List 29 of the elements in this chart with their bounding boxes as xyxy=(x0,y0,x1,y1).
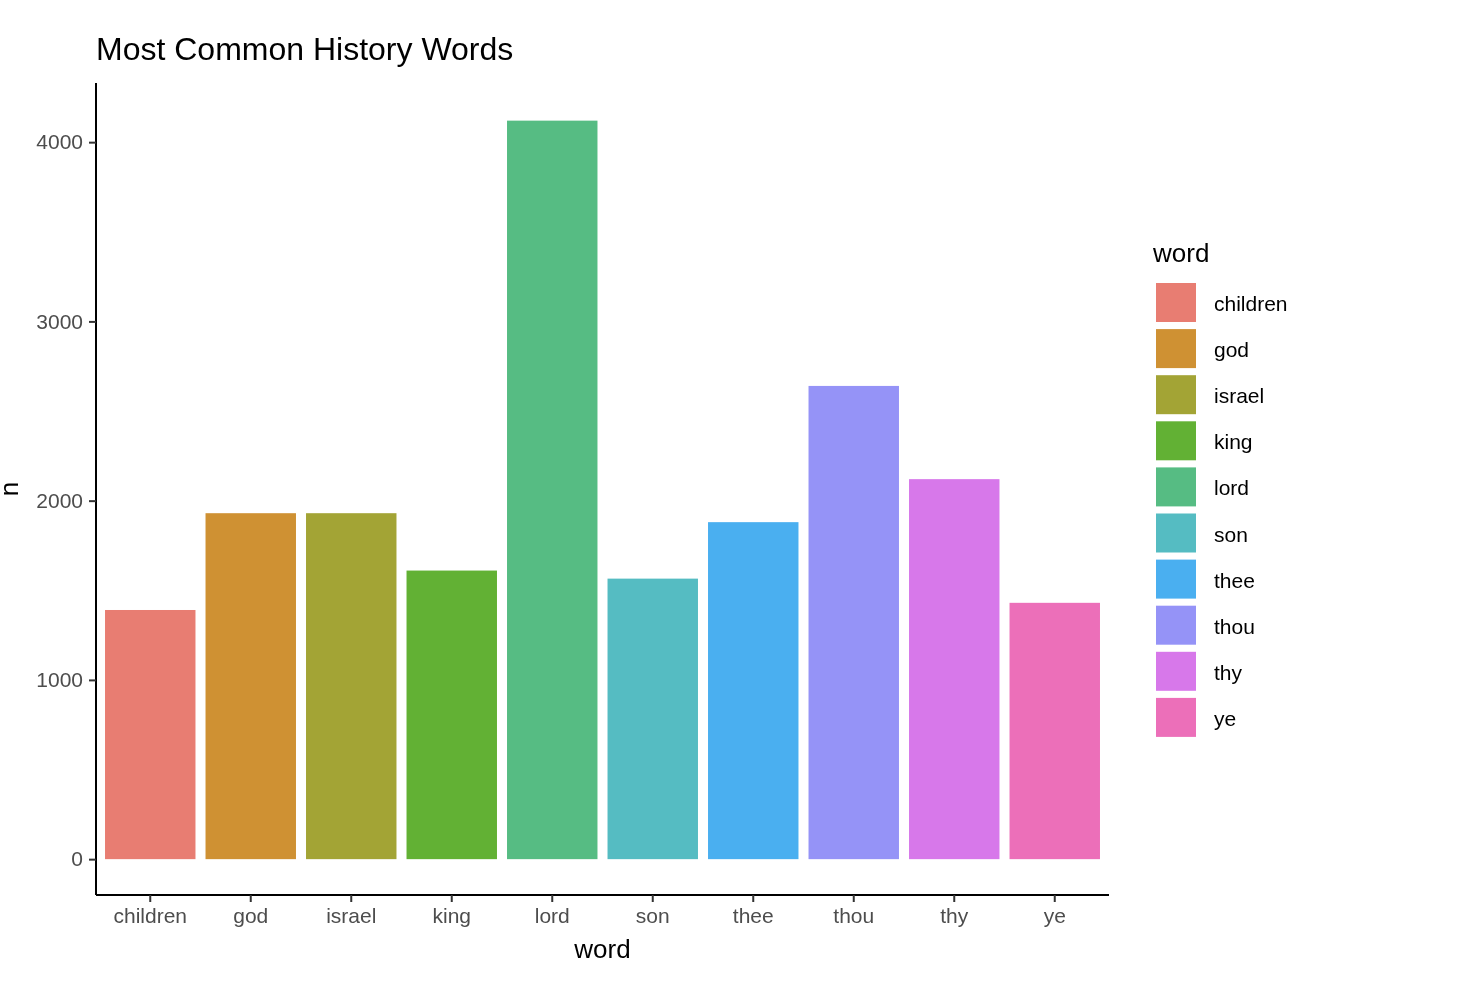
x-tick-label: children xyxy=(113,903,188,927)
legend-label: children xyxy=(1214,292,1288,315)
x-tick-label: thou xyxy=(833,903,875,927)
legend-label: lord xyxy=(1214,476,1250,500)
y-axis-title: n xyxy=(0,481,24,497)
legend-label: israel xyxy=(1214,384,1265,408)
chart-title: Most Common History Words xyxy=(96,31,514,67)
legend-label: king xyxy=(1214,430,1253,454)
x-tick-label: thy xyxy=(940,903,969,927)
x-tick-label: god xyxy=(233,903,269,927)
x-tick-label: israel xyxy=(326,903,377,927)
x-tick-label: king xyxy=(432,903,472,927)
y-tick-label: 2000 xyxy=(36,488,83,512)
x-tick-label: ye xyxy=(1043,903,1066,927)
y-tick-label: 3000 xyxy=(36,309,83,333)
legend-label: thee xyxy=(1214,568,1255,592)
legend-label: son xyxy=(1214,522,1248,546)
x-tick-label: thee xyxy=(732,903,774,927)
x-tick-label: lord xyxy=(534,903,570,927)
legend-label: ye xyxy=(1214,706,1237,730)
y-tick-label: 1000 xyxy=(36,668,83,692)
legend-label: god xyxy=(1214,338,1250,362)
y-tick-label: 4000 xyxy=(36,130,83,154)
legend-label: thou xyxy=(1214,614,1255,638)
legend-title: word xyxy=(1152,238,1210,268)
legend-label: thy xyxy=(1214,660,1243,684)
y-tick-label: 0 xyxy=(71,847,83,871)
x-axis-title: word xyxy=(573,934,631,964)
x-tick-label: son xyxy=(635,903,670,927)
